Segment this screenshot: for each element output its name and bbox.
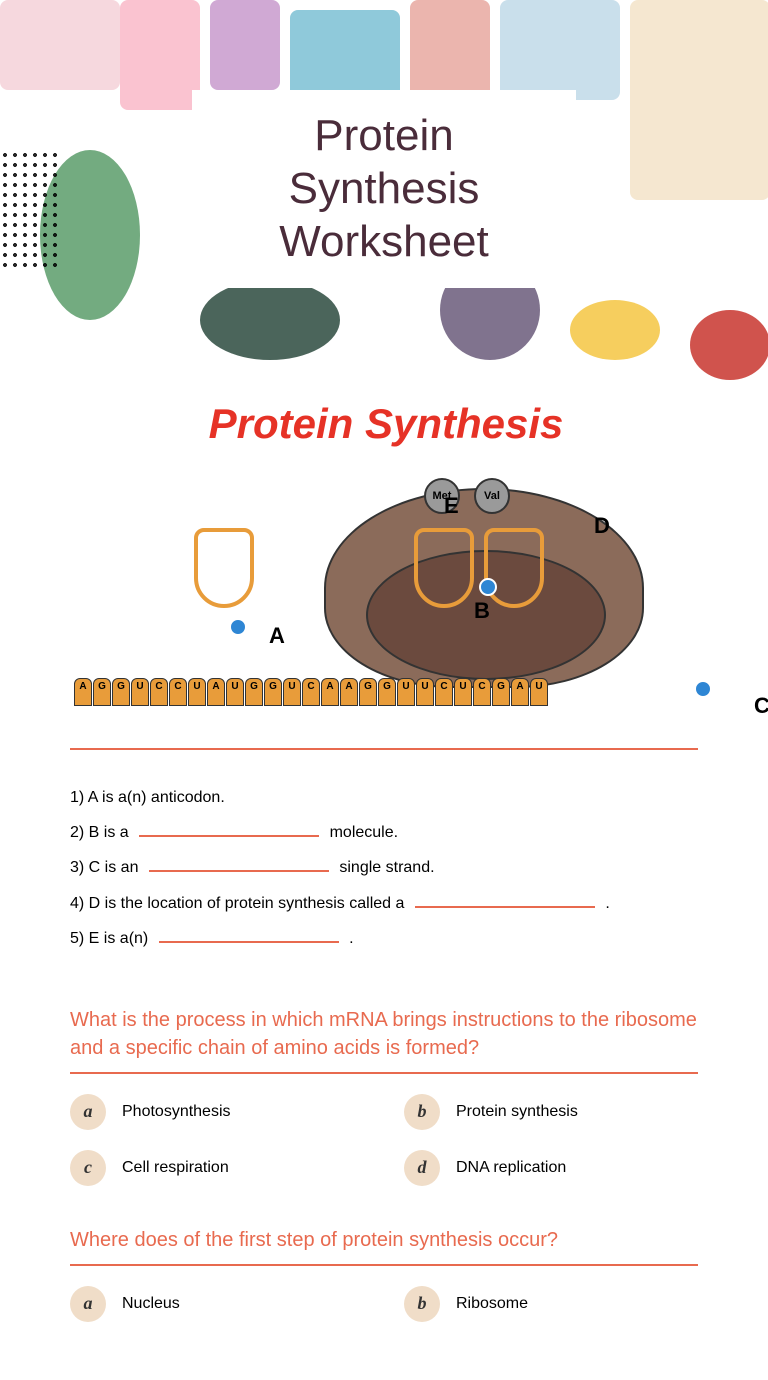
- mc-option-b[interactable]: b Ribosome: [404, 1286, 698, 1322]
- blank-input[interactable]: [159, 925, 339, 943]
- amino-acid: Val: [474, 478, 510, 514]
- mc-letter: c: [70, 1150, 106, 1186]
- mc-text: DNA replication: [456, 1159, 566, 1177]
- diagram-label-D: D: [594, 513, 610, 539]
- mc-text: Ribosome: [456, 1295, 528, 1313]
- diagram-section: Protein Synthesis MetVal ABCDE AGGUCCUAU…: [0, 380, 768, 738]
- diagram-label-A: A: [269, 623, 285, 649]
- abstract-shape: [690, 310, 768, 380]
- mc-option-b[interactable]: b Protein synthesis: [404, 1094, 698, 1130]
- q2-pre: 2) B is a: [70, 824, 129, 841]
- mc-option-a[interactable]: a Photosynthesis: [70, 1094, 364, 1130]
- fill-blank-questions: 1) A is a(n) anticodon. 2) B is a molecu…: [0, 760, 768, 976]
- mrna-base: G: [245, 678, 263, 706]
- marker-dot: [229, 618, 247, 636]
- mrna-base: U: [397, 678, 415, 706]
- question-4: 4) D is the location of protein synthesi…: [70, 886, 698, 921]
- abstract-shape: [120, 0, 200, 110]
- mrna-base: A: [340, 678, 358, 706]
- blank-input[interactable]: [149, 854, 329, 872]
- mrna-base: G: [359, 678, 377, 706]
- abstract-shape: [570, 300, 660, 360]
- mrna-base: U: [226, 678, 244, 706]
- mc-options: a Photosynthesis b Protein synthesis c Cell r…: [70, 1094, 698, 1186]
- mrna-base: A: [511, 678, 529, 706]
- divider: [70, 1264, 698, 1266]
- mc-text: Cell respiration: [122, 1159, 229, 1177]
- protein-diagram: MetVal ABCDE AGGUCCUAUGGUCAAGGUUCUCGAU: [74, 468, 698, 728]
- question-5: 5) E is a(n) .: [70, 921, 698, 956]
- trna-shape: [194, 528, 274, 628]
- mc-text: Protein synthesis: [456, 1103, 578, 1121]
- abstract-shape: [200, 280, 340, 360]
- mc-letter: b: [404, 1094, 440, 1130]
- divider: [70, 748, 698, 750]
- mrna-base: G: [378, 678, 396, 706]
- mrna-base: A: [321, 678, 339, 706]
- divider: [70, 1072, 698, 1074]
- blank-input[interactable]: [139, 819, 319, 837]
- mc-options: a Nucleus b Ribosome: [70, 1286, 698, 1322]
- diagram-label-B: B: [474, 598, 490, 624]
- mrna-base: A: [207, 678, 225, 706]
- q4-post: .: [605, 895, 609, 912]
- q2-post: molecule.: [330, 824, 398, 841]
- mrna-base: U: [454, 678, 472, 706]
- mrna-base: C: [473, 678, 491, 706]
- abstract-shape: [210, 0, 280, 90]
- mc-question-text: What is the process in which mRNA brings…: [70, 1006, 698, 1062]
- q3-pre: 3) C is an: [70, 859, 138, 876]
- abstract-shape: [0, 0, 120, 90]
- mrna-base: U: [188, 678, 206, 706]
- mrna-base: G: [112, 678, 130, 706]
- title-box: Protein Synthesis Worksheet: [192, 90, 576, 288]
- mc-question-1: What is the process in which mRNA brings…: [0, 976, 768, 1196]
- diagram-label-C: C: [754, 693, 768, 719]
- abstract-shape: [630, 0, 768, 200]
- mrna-base: U: [416, 678, 434, 706]
- mrna-strand: AGGUCCUAUGGUCAAGGUUCUCGAU: [74, 678, 698, 708]
- mc-option-d[interactable]: d DNA replication: [404, 1150, 698, 1186]
- header-banner: Protein Synthesis Worksheet: [0, 0, 768, 380]
- mc-letter: d: [404, 1150, 440, 1186]
- mrna-base: G: [264, 678, 282, 706]
- mrna-base: C: [435, 678, 453, 706]
- mc-option-c[interactable]: c Cell respiration: [70, 1150, 364, 1186]
- question-2: 2) B is a molecule.: [70, 815, 698, 850]
- abstract-shape: [500, 0, 620, 100]
- mc-letter: a: [70, 1286, 106, 1322]
- mc-text: Nucleus: [122, 1295, 180, 1313]
- mrna-base: G: [492, 678, 510, 706]
- mc-question-text: Where does of the first step of protein …: [70, 1226, 698, 1254]
- mrna-base: C: [169, 678, 187, 706]
- page-title: Protein Synthesis Worksheet: [252, 110, 516, 268]
- trna-shape: [484, 528, 564, 628]
- mc-question-2: Where does of the first step of protein …: [0, 1196, 768, 1332]
- abstract-shape: [410, 0, 490, 100]
- mrna-base: C: [150, 678, 168, 706]
- q5-post: .: [349, 930, 353, 947]
- mc-text: Photosynthesis: [122, 1103, 231, 1121]
- mrna-base: U: [530, 678, 548, 706]
- q4-pre: 4) D is the location of protein synthesi…: [70, 895, 404, 912]
- abstract-shape: [0, 150, 60, 270]
- mc-letter: a: [70, 1094, 106, 1130]
- mrna-base: G: [93, 678, 111, 706]
- marker-dot: [479, 578, 497, 596]
- blank-input[interactable]: [415, 890, 595, 908]
- mrna-base: U: [131, 678, 149, 706]
- mc-option-a[interactable]: a Nucleus: [70, 1286, 364, 1322]
- mrna-base: U: [283, 678, 301, 706]
- mrna-base: C: [302, 678, 320, 706]
- question-3: 3) C is an single strand.: [70, 850, 698, 885]
- q5-pre: 5) E is a(n): [70, 930, 148, 947]
- mrna-base: A: [74, 678, 92, 706]
- question-1: 1) A is a(n) anticodon.: [70, 780, 698, 815]
- mc-letter: b: [404, 1286, 440, 1322]
- diagram-title: Protein Synthesis: [74, 400, 698, 448]
- diagram-label-E: E: [444, 493, 459, 519]
- q3-post: single strand.: [339, 859, 434, 876]
